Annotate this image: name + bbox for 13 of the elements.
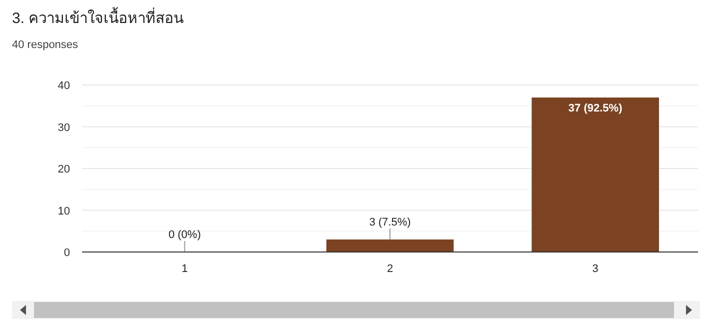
y-tick-label: 30 <box>58 122 70 134</box>
y-tick-label: 40 <box>58 80 70 92</box>
x-tick-label: 3 <box>592 263 598 275</box>
chart-subtitle: 40 responses <box>12 39 79 51</box>
y-tick-label: 10 <box>58 205 70 218</box>
data-label: 3 (7.5%) <box>369 216 411 228</box>
y-tick-label: 0 <box>64 247 70 259</box>
y-tick-label: 20 <box>58 164 70 176</box>
chart-title: 3. ความเข้าใจเนื้อหาที่สอน <box>12 7 184 27</box>
x-tick-label: 1 <box>182 263 188 275</box>
data-label: 0 (0%) <box>168 229 201 241</box>
x-tick-label: 2 <box>386 263 394 275</box>
data-label: 37 (92.5%) <box>568 102 623 115</box>
